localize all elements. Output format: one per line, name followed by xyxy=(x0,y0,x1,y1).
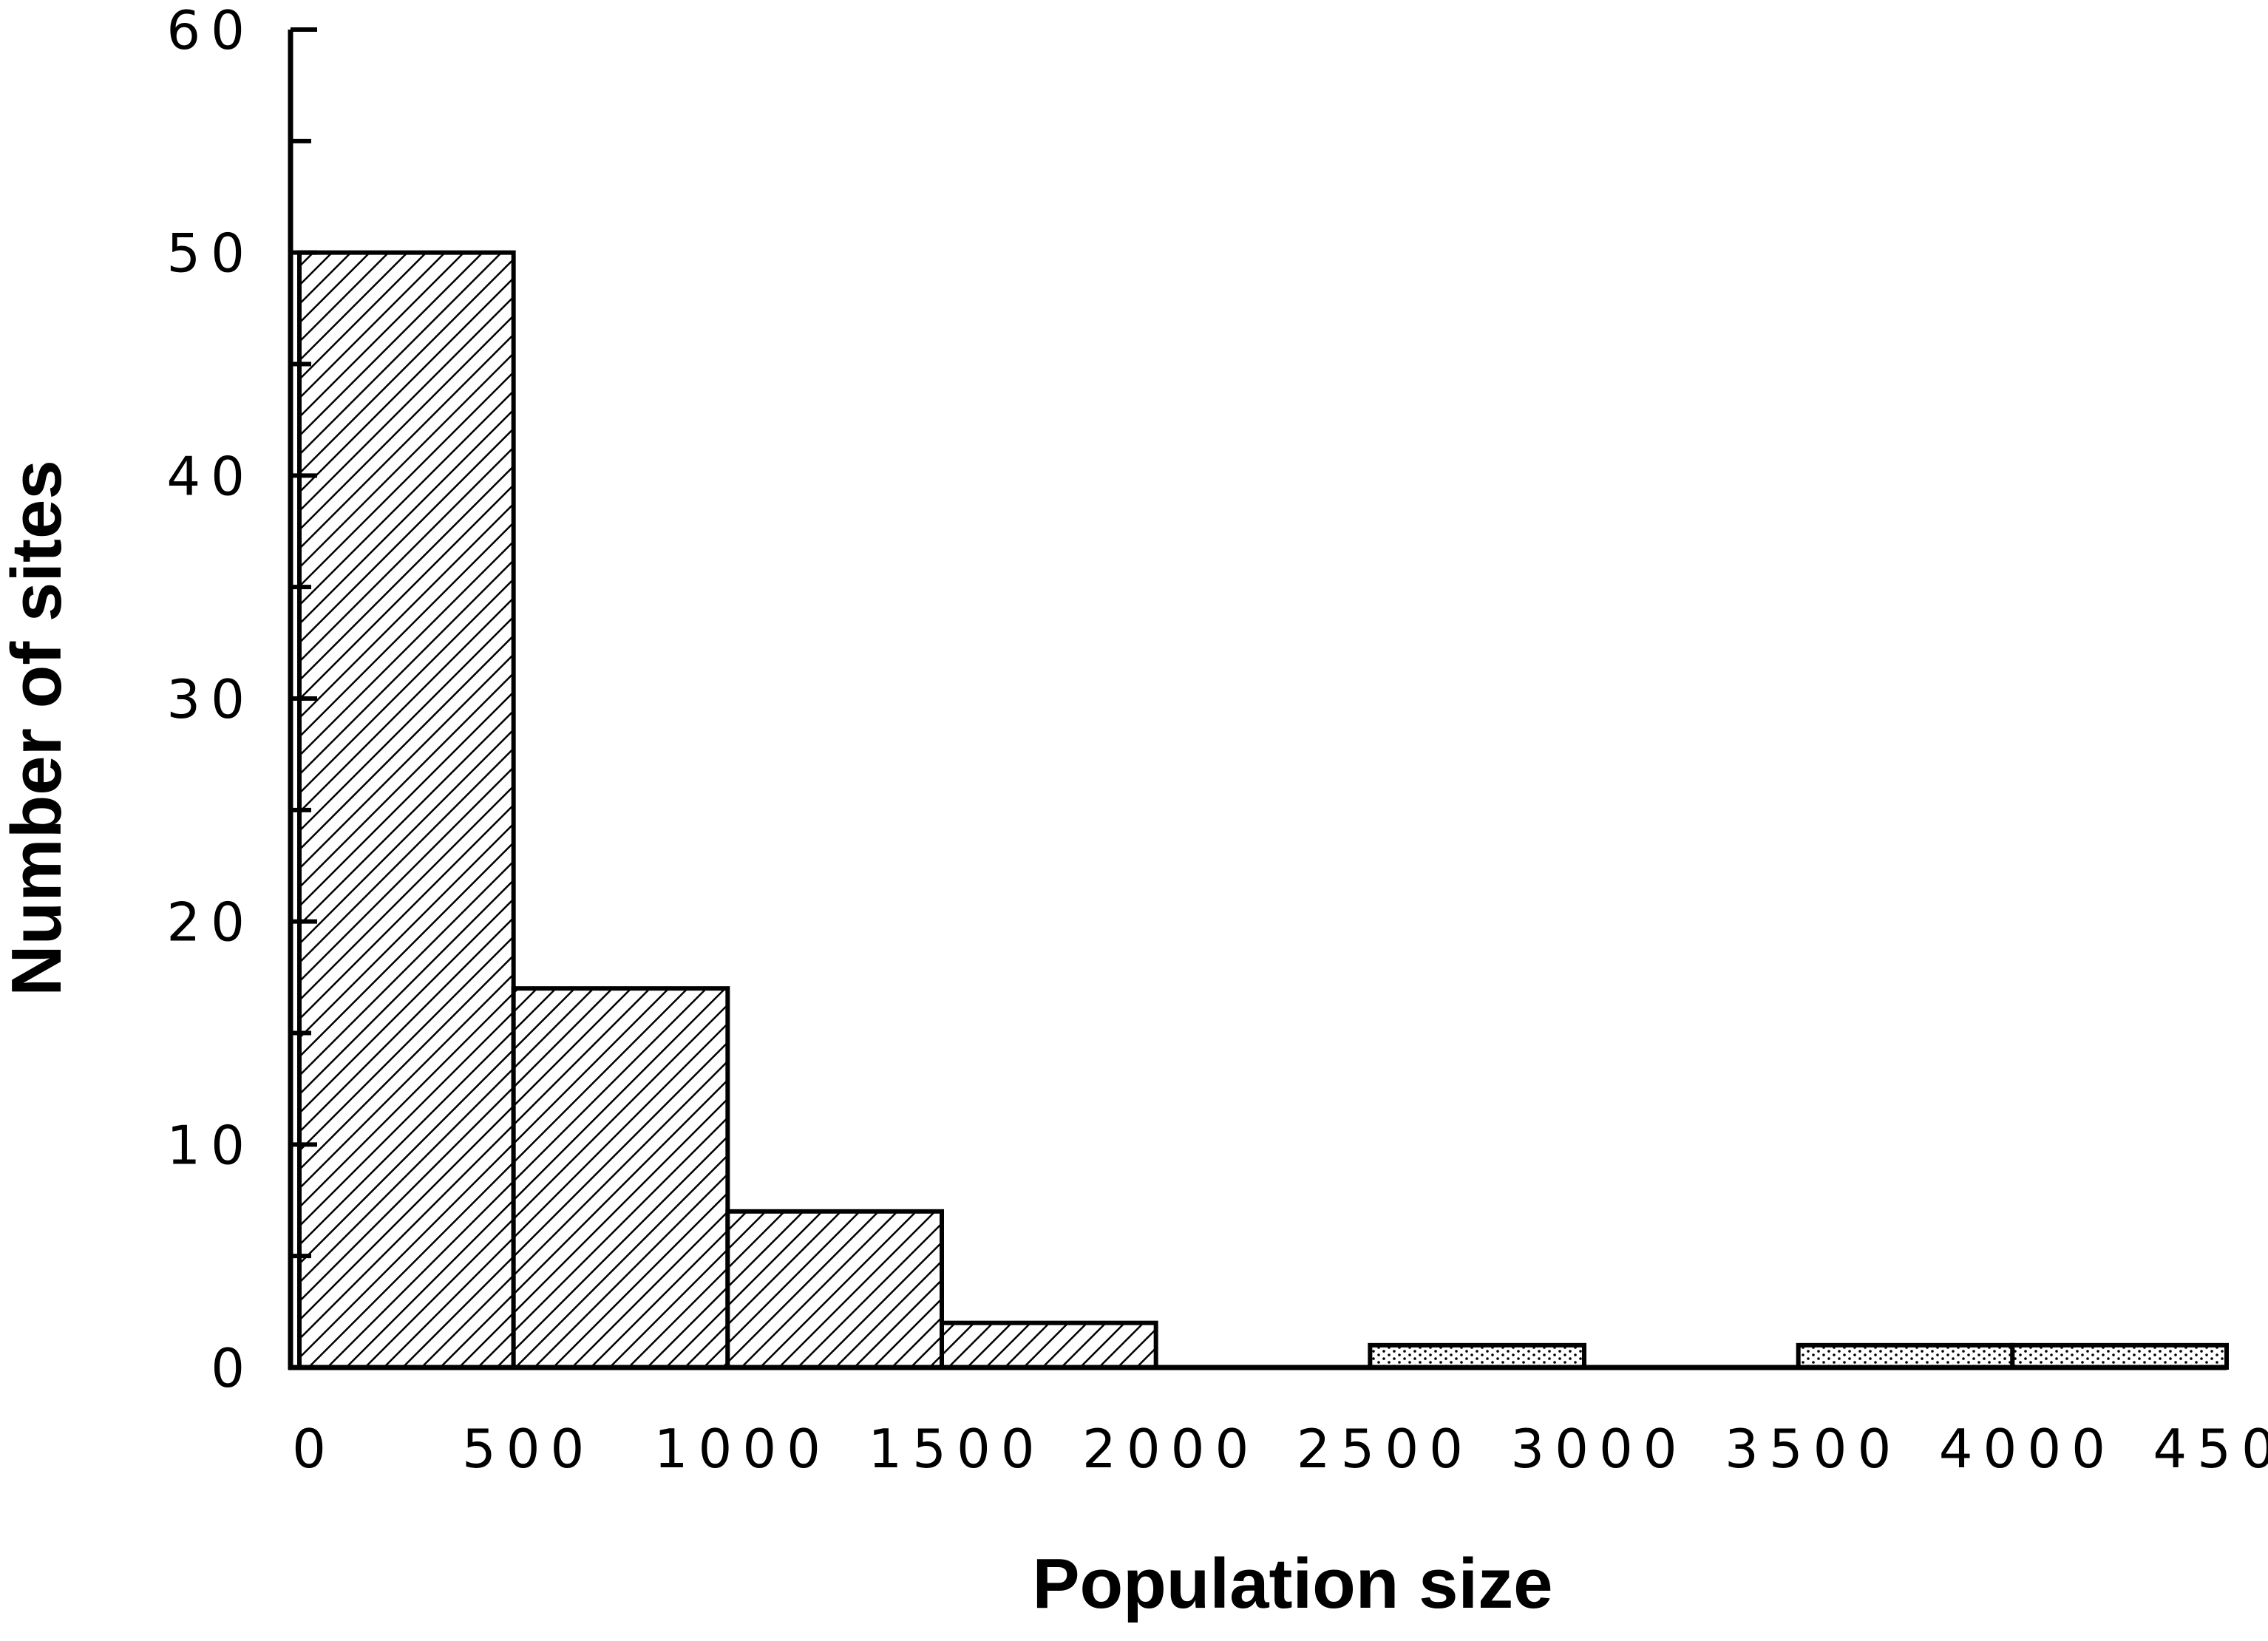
histogram-bar-0-500 xyxy=(297,250,516,1370)
x-tick-label: 4500 xyxy=(2153,1418,2268,1480)
x-tick-label: 3500 xyxy=(1725,1418,1901,1480)
y-ticks-group: 0 10 20 30 40 50 60 xyxy=(166,0,317,1399)
y-tick-label: 20 xyxy=(166,891,255,954)
y-tick-label: 0 xyxy=(211,1337,255,1399)
y-tick-label: 10 xyxy=(166,1114,255,1176)
x-tick-label: 1000 xyxy=(654,1418,831,1480)
x-axis-title: Population size xyxy=(1032,1544,1552,1623)
x-tick-label: 4000 xyxy=(1939,1418,2116,1480)
x-tick-label: 3000 xyxy=(1510,1418,1687,1480)
histogram-bar-500-1000 xyxy=(511,986,730,1370)
x-tick-label: 500 xyxy=(462,1418,594,1480)
x-tick-label: 2500 xyxy=(1297,1418,1473,1480)
histogram-bar-1000-1500 xyxy=(725,1209,944,1370)
x-tick-label: 1500 xyxy=(868,1418,1045,1480)
y-tick-label: 50 xyxy=(166,222,255,285)
bars-group xyxy=(297,250,2229,1370)
x-tick-label: 0 xyxy=(292,1418,336,1480)
histogram-bar-4000-4500 xyxy=(2010,1342,2229,1370)
histogram-bar-1500-2000 xyxy=(940,1320,1158,1370)
histogram-bar-3500-4000 xyxy=(1796,1342,2015,1370)
x-ticks-group: 0 500 1000 1500 2000 2500 3000 3500 4000 4500 xyxy=(292,1418,2268,1480)
y-axis-title: Number of sites xyxy=(0,460,76,996)
histogram-bar-2500-3000 xyxy=(1368,1342,1587,1370)
y-tick-label: 40 xyxy=(166,445,255,507)
y-tick-label: 60 xyxy=(166,0,255,61)
x-tick-label: 2000 xyxy=(1082,1418,1259,1480)
y-tick-label: 30 xyxy=(166,668,255,730)
